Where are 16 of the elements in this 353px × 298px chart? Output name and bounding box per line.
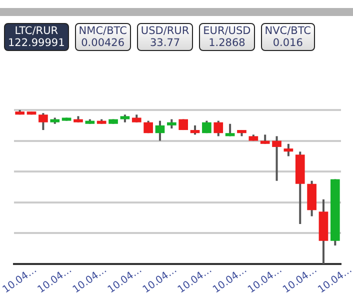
candlestick	[144, 120, 153, 134]
candlestick	[38, 112, 48, 132]
candlestick	[166, 118, 176, 130]
candlestick	[155, 120, 165, 142]
candlestick	[225, 122, 235, 138]
text: NVC/BTC 0.016	[264, 25, 311, 49]
candlestick	[202, 120, 212, 134]
candlestick	[272, 135, 282, 182]
text: USD/RUR 33.77	[140, 25, 190, 49]
candlestick	[260, 134, 270, 145]
candlestick	[190, 124, 200, 136]
candlestick	[284, 142, 294, 158]
candlestick	[214, 120, 224, 138]
text: LTC/RUR 122.99991	[8, 25, 65, 49]
text: NMC/BTC 0.00426	[78, 25, 127, 49]
text: EUR/USD 1.2868	[203, 25, 251, 49]
